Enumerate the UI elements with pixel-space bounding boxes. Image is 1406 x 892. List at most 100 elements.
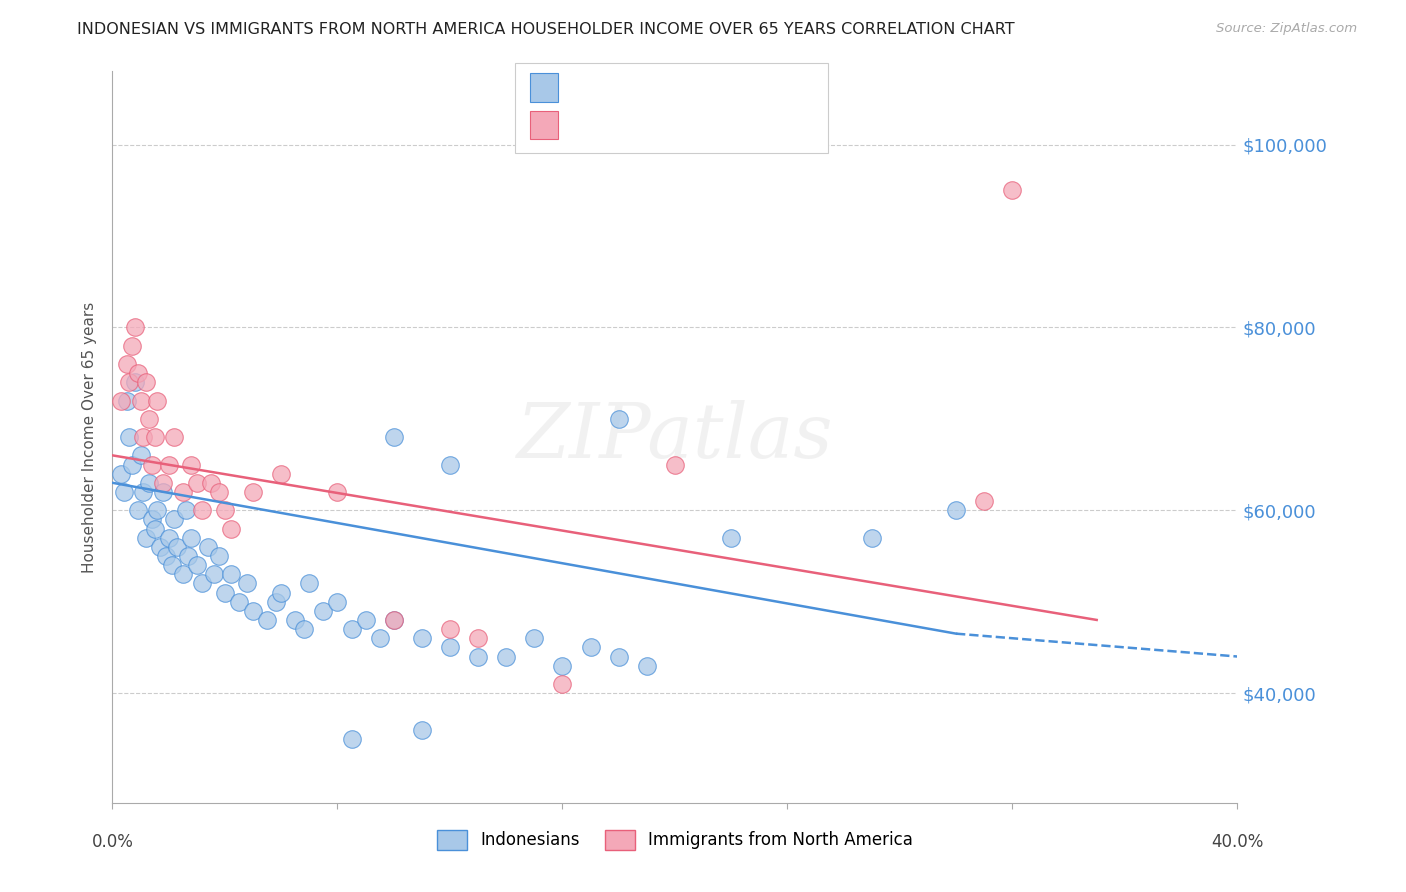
Point bbox=[132, 430, 155, 444]
Point bbox=[202, 567, 225, 582]
Point bbox=[551, 658, 574, 673]
Text: 0.0%: 0.0% bbox=[91, 833, 134, 851]
Point bbox=[141, 458, 163, 472]
Point bbox=[146, 503, 169, 517]
Point bbox=[143, 430, 166, 444]
Point bbox=[129, 448, 152, 462]
Text: Source: ZipAtlas.com: Source: ZipAtlas.com bbox=[1216, 22, 1357, 36]
Point bbox=[607, 411, 630, 425]
Point bbox=[256, 613, 278, 627]
Point bbox=[242, 604, 264, 618]
Text: ZIPatlas: ZIPatlas bbox=[516, 401, 834, 474]
Point bbox=[312, 604, 335, 618]
Point bbox=[439, 640, 461, 655]
Point bbox=[157, 458, 180, 472]
Point bbox=[264, 594, 287, 608]
Point bbox=[292, 622, 315, 636]
Point bbox=[579, 640, 602, 655]
Point bbox=[607, 649, 630, 664]
Point bbox=[141, 512, 163, 526]
Point bbox=[214, 503, 236, 517]
Point bbox=[118, 430, 141, 444]
Point bbox=[860, 531, 883, 545]
Point bbox=[127, 503, 149, 517]
Point bbox=[115, 393, 138, 408]
Point bbox=[973, 494, 995, 508]
Text: -0.210: -0.210 bbox=[600, 118, 655, 132]
Point bbox=[382, 613, 405, 627]
Point bbox=[163, 430, 186, 444]
Point bbox=[112, 484, 135, 499]
Point bbox=[208, 484, 231, 499]
Point bbox=[720, 531, 742, 545]
Point bbox=[157, 531, 180, 545]
Point bbox=[172, 567, 194, 582]
Text: 34: 34 bbox=[706, 118, 727, 132]
Point bbox=[270, 585, 292, 599]
Point bbox=[340, 622, 363, 636]
Point bbox=[200, 475, 222, 490]
Point bbox=[945, 503, 967, 517]
Point bbox=[152, 475, 174, 490]
Point bbox=[228, 594, 250, 608]
Point bbox=[326, 594, 349, 608]
Point bbox=[197, 540, 219, 554]
Point bbox=[132, 484, 155, 499]
Point bbox=[326, 484, 349, 499]
Point bbox=[1001, 183, 1024, 197]
Point bbox=[143, 521, 166, 535]
Point bbox=[110, 467, 132, 481]
Text: R =: R = bbox=[565, 118, 599, 132]
Point bbox=[160, 558, 183, 573]
Text: 40.0%: 40.0% bbox=[1211, 833, 1264, 851]
Point bbox=[411, 723, 433, 737]
Point bbox=[191, 503, 214, 517]
Point bbox=[155, 549, 177, 563]
Point bbox=[121, 338, 143, 352]
Point bbox=[115, 357, 138, 371]
Point bbox=[382, 613, 405, 627]
Point bbox=[523, 631, 546, 645]
Point bbox=[467, 631, 489, 645]
Text: N =: N = bbox=[672, 118, 706, 132]
Text: R =: R = bbox=[565, 80, 599, 95]
Point bbox=[439, 622, 461, 636]
Point bbox=[411, 631, 433, 645]
Point bbox=[467, 649, 489, 664]
Point bbox=[129, 393, 152, 408]
Text: -0.145: -0.145 bbox=[600, 80, 655, 95]
Point bbox=[340, 731, 363, 746]
Point bbox=[219, 521, 242, 535]
Point bbox=[664, 458, 686, 472]
Point bbox=[138, 475, 160, 490]
Point bbox=[166, 540, 188, 554]
Legend: Indonesians, Immigrants from North America: Indonesians, Immigrants from North Ameri… bbox=[430, 823, 920, 856]
Point bbox=[191, 576, 214, 591]
Point bbox=[236, 576, 259, 591]
Point bbox=[270, 467, 292, 481]
Point bbox=[135, 375, 157, 389]
Point bbox=[636, 658, 658, 673]
Y-axis label: Householder Income Over 65 years: Householder Income Over 65 years bbox=[82, 301, 97, 573]
Point bbox=[110, 393, 132, 408]
Point bbox=[219, 567, 242, 582]
Point bbox=[118, 375, 141, 389]
Point bbox=[242, 484, 264, 499]
Point bbox=[149, 540, 172, 554]
Point bbox=[284, 613, 307, 627]
Point bbox=[138, 411, 160, 425]
Point bbox=[298, 576, 321, 591]
Text: INDONESIAN VS IMMIGRANTS FROM NORTH AMERICA HOUSEHOLDER INCOME OVER 65 YEARS COR: INDONESIAN VS IMMIGRANTS FROM NORTH AMER… bbox=[77, 22, 1015, 37]
Point bbox=[551, 677, 574, 691]
Point bbox=[382, 430, 405, 444]
Point bbox=[172, 484, 194, 499]
Point bbox=[214, 585, 236, 599]
Text: N =: N = bbox=[672, 80, 706, 95]
Point bbox=[495, 649, 517, 664]
Point bbox=[208, 549, 231, 563]
Point bbox=[180, 458, 202, 472]
Point bbox=[368, 631, 391, 645]
Point bbox=[146, 393, 169, 408]
Point bbox=[439, 458, 461, 472]
Point bbox=[177, 549, 200, 563]
